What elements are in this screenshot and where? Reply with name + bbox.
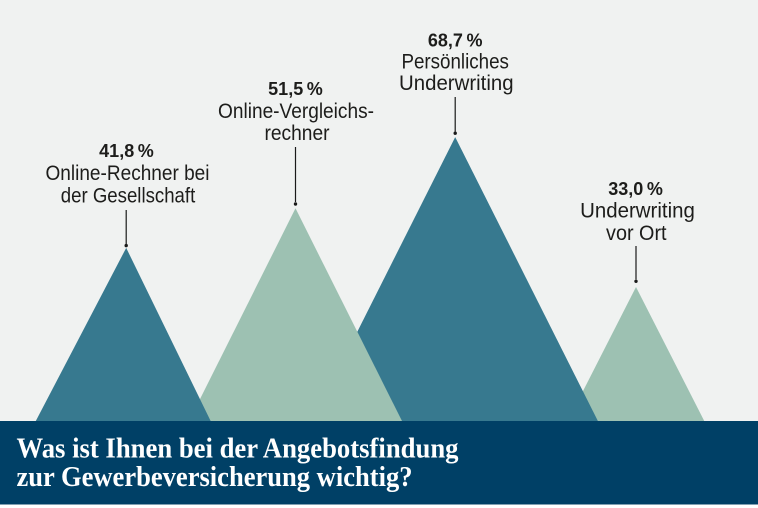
svg-text:33,0 %: 33,0 % — [608, 179, 663, 199]
svg-text:rechner: rechner — [265, 122, 330, 145]
svg-text:41,8 %: 41,8 % — [99, 141, 154, 161]
svg-text:der Gesellschaft: der Gesellschaft — [61, 185, 196, 208]
svg-text:zur Gewerbeversicherung wichti: zur Gewerbeversicherung wichtig? — [17, 461, 413, 493]
svg-text:Underwriting: Underwriting — [399, 72, 514, 95]
svg-text:Online-Rechner bei: Online-Rechner bei — [46, 162, 210, 185]
svg-text:68,7 %: 68,7 % — [428, 31, 483, 51]
svg-text:Underwriting: Underwriting — [580, 200, 695, 223]
svg-text:vor Ort: vor Ort — [606, 222, 667, 245]
svg-text:Persönliches: Persönliches — [401, 51, 509, 74]
svg-text:Online-Vergleichs-: Online-Vergleichs- — [218, 100, 374, 123]
svg-text:Was ist Ihnen bei der Angebots: Was ist Ihnen bei der Angebotsfindung — [17, 433, 459, 465]
svg-text:51,5 %: 51,5 % — [268, 79, 323, 99]
